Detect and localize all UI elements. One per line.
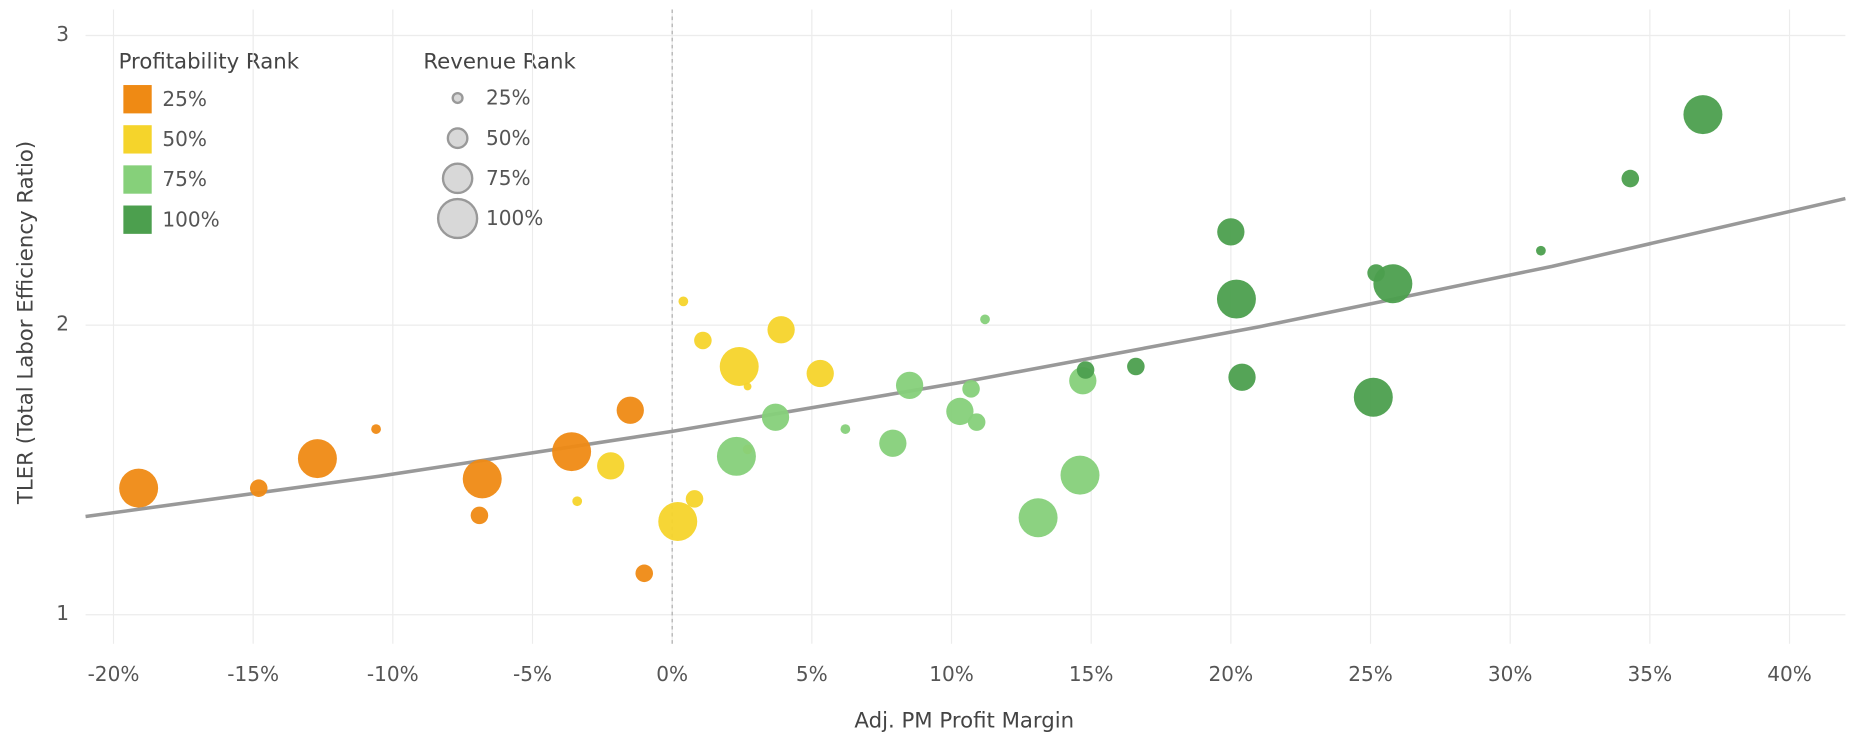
x-axis-label: Adj. PM Profit Margin [854,709,1074,734]
trend-line [85,196,1846,519]
legend-label: 50% [162,127,207,151]
bubble [685,490,704,508]
bubble [767,316,795,344]
bubble [1373,264,1413,304]
bubble [1683,95,1723,135]
legend-swatch [123,205,152,234]
bubble [1060,455,1100,495]
bubble [1228,363,1256,391]
bubble [962,380,980,398]
size-legend-marker [441,162,474,195]
bubble [967,413,986,431]
x-tick-label: -5% [513,662,552,686]
y-axis-label: TLER (Total Labor Efficiency Ratio) [14,141,39,505]
x-tick-label: -20% [88,662,140,686]
size-legend-label: 25% [486,86,531,110]
bubble [635,564,654,583]
bubble [719,347,759,387]
legend-label: 100% [162,207,219,231]
bubble [1353,377,1393,417]
x-tick-label: 40% [1767,662,1812,686]
bubble [597,452,625,480]
bubble [806,359,834,388]
bubble [572,496,583,507]
x-tick-label: 5% [796,662,828,686]
x-tick-label: 30% [1488,662,1533,686]
bubble [462,459,502,499]
bubble [1127,357,1145,376]
bubble [743,382,752,391]
bubble [1216,279,1256,319]
size-legend-label: 50% [486,126,531,150]
x-tick-label: 0% [656,662,688,686]
legend-swatch [123,165,152,194]
x-tick-label: 15% [1069,662,1114,686]
bubble [371,424,381,434]
bubble [297,439,337,479]
bubble [552,432,592,472]
bubble [980,314,990,325]
size-legend-marker [436,197,479,240]
bubble [879,429,907,457]
size-legend-title: Revenue Rank [423,50,576,75]
size-legend-label: 100% [486,206,543,230]
x-tick-label: 20% [1209,662,1254,686]
bubble [895,371,924,400]
size-legend-marker [451,91,464,105]
legend-swatch [123,125,152,154]
bubble [616,396,644,424]
y-tick-label: 3 [56,22,69,46]
bubble [119,468,159,508]
y-tick-label: 1 [56,601,69,625]
bubble [716,436,756,476]
x-tick-label: 10% [929,662,974,686]
bubble [1536,245,1546,256]
x-tick-label: 25% [1348,662,1393,686]
color-legend-title: Profitability Rank [119,50,300,75]
bubble [249,479,268,497]
bubble [1076,361,1095,379]
bubble [946,397,974,426]
bubble [1217,218,1245,246]
legend-label: 25% [162,87,207,111]
size-legend-marker [446,127,469,150]
bubble [1018,498,1058,538]
y-tick-label: 2 [56,312,69,336]
x-tick-label: -10% [367,662,419,686]
bubble [840,424,851,434]
legend-label: 75% [162,167,207,191]
bubble [694,331,712,350]
bubble [658,501,698,541]
bubble [470,506,489,525]
bubble [678,296,689,307]
x-tick-label: -15% [227,662,279,686]
bubble [1621,169,1640,188]
legend-swatch [123,85,152,114]
bubble [761,403,790,431]
size-legend-label: 75% [486,166,531,190]
x-tick-label: 35% [1628,662,1673,686]
